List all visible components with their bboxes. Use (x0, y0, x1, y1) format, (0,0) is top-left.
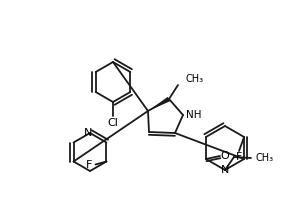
Text: NH: NH (186, 110, 202, 120)
Text: N: N (84, 128, 92, 138)
Text: CH₃: CH₃ (256, 153, 274, 163)
Text: CH₃: CH₃ (186, 74, 204, 84)
Text: O: O (221, 151, 229, 161)
Text: N: N (221, 165, 229, 175)
Polygon shape (148, 97, 170, 111)
Text: F: F (236, 152, 242, 162)
Text: Cl: Cl (108, 118, 118, 128)
Text: F: F (86, 160, 93, 170)
